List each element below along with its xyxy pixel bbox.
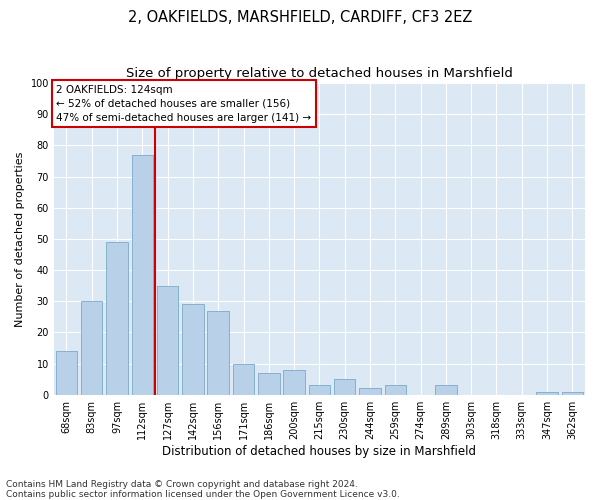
Bar (536, 392, 558, 394)
Bar (106, 242, 128, 394)
Bar (157, 286, 178, 395)
X-axis label: Distribution of detached houses by size in Marshfield: Distribution of detached houses by size … (163, 444, 476, 458)
Bar (233, 364, 254, 394)
Bar (258, 373, 280, 394)
Bar (562, 392, 583, 394)
Bar (131, 154, 153, 394)
Text: 2 OAKFIELDS: 124sqm
← 52% of detached houses are smaller (156)
47% of semi-detac: 2 OAKFIELDS: 124sqm ← 52% of detached ho… (56, 84, 311, 122)
Bar (385, 386, 406, 394)
Text: 2, OAKFIELDS, MARSHFIELD, CARDIFF, CF3 2EZ: 2, OAKFIELDS, MARSHFIELD, CARDIFF, CF3 2… (128, 10, 472, 25)
Text: Contains public sector information licensed under the Open Government Licence v3: Contains public sector information licen… (6, 490, 400, 499)
Bar (435, 386, 457, 394)
Bar (208, 310, 229, 394)
Bar (283, 370, 305, 394)
Bar (308, 386, 330, 394)
Y-axis label: Number of detached properties: Number of detached properties (15, 151, 25, 326)
Bar (182, 304, 203, 394)
Text: Contains HM Land Registry data © Crown copyright and database right 2024.: Contains HM Land Registry data © Crown c… (6, 480, 358, 489)
Bar (56, 351, 77, 395)
Title: Size of property relative to detached houses in Marshfield: Size of property relative to detached ho… (126, 68, 513, 80)
Bar (334, 379, 355, 394)
Bar (81, 301, 103, 394)
Bar (359, 388, 381, 394)
